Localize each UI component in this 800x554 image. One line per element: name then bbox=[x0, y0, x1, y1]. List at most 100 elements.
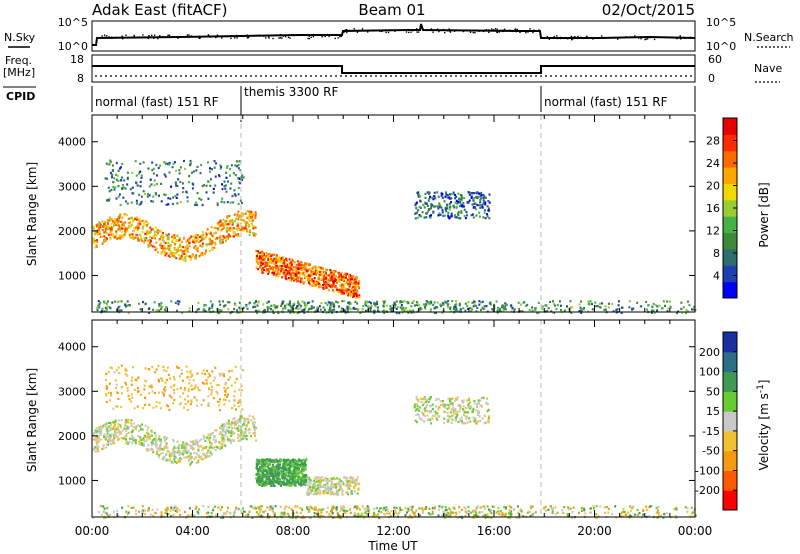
velocity-echo-cell bbox=[160, 440, 163, 443]
power-echo-cell bbox=[94, 239, 96, 242]
nsky-noise-dot bbox=[372, 29, 375, 31]
power-echo-cell bbox=[369, 309, 372, 312]
power-echo-cell bbox=[226, 235, 228, 238]
velocity-echo-cell bbox=[147, 368, 150, 371]
velocity-echo-cell bbox=[163, 390, 166, 393]
power-echo-cell bbox=[267, 272, 270, 275]
power-echo-cell bbox=[170, 185, 173, 188]
power-echo-cell bbox=[332, 283, 335, 286]
power-echo-cell bbox=[108, 233, 110, 236]
velocity-echo-cell bbox=[202, 437, 205, 440]
power-echo-cell bbox=[457, 213, 460, 216]
velocity-echo-cell bbox=[179, 460, 182, 463]
power-echo-cell bbox=[351, 282, 354, 285]
power-echo-cell bbox=[519, 310, 522, 313]
power-echo-cell bbox=[454, 201, 457, 204]
power-echo-cell bbox=[222, 224, 225, 227]
power-echo-cell bbox=[587, 300, 590, 303]
power-echo-cell bbox=[353, 287, 356, 290]
power-echo-cell bbox=[241, 225, 243, 228]
velocity-echo-cell bbox=[198, 389, 201, 392]
velocity-echo-cell bbox=[141, 443, 144, 446]
velocity-echo-cell bbox=[276, 460, 279, 463]
velocity-echo-cell bbox=[130, 425, 133, 428]
power-echo-cell bbox=[278, 264, 281, 267]
velocity-echo-cell bbox=[176, 366, 179, 369]
velocity-echo-cell bbox=[281, 476, 284, 479]
velocity-echo-cell bbox=[487, 403, 490, 406]
velocity-echo-cell bbox=[175, 461, 178, 464]
power-echo-cell bbox=[446, 203, 449, 206]
velocity-echo-cell bbox=[413, 404, 416, 407]
power-echo-cell bbox=[103, 225, 106, 228]
velocity-echo-cell bbox=[154, 436, 157, 440]
power-echo-cell bbox=[278, 256, 281, 259]
power-echo-cell bbox=[112, 233, 114, 236]
power-echo-cell bbox=[267, 258, 270, 262]
velocity-echo-cell bbox=[187, 388, 190, 391]
power-echo-cell bbox=[355, 307, 358, 310]
velocity-echo-cell bbox=[118, 433, 121, 436]
velocity-echo-cell bbox=[442, 400, 444, 403]
power-echo-cell bbox=[295, 271, 298, 274]
power-echo-cell bbox=[128, 304, 131, 307]
velocity-echo-cell bbox=[267, 478, 270, 481]
power-echo-cell bbox=[687, 300, 689, 303]
velocity-echo-cell bbox=[162, 392, 165, 395]
velocity-echo-cell bbox=[105, 443, 108, 446]
power-echo-cell bbox=[220, 224, 223, 227]
power-echo-cell bbox=[449, 307, 452, 310]
power-echo-cell bbox=[455, 195, 458, 198]
velocity-echo-cell bbox=[336, 489, 339, 492]
velocity-echo-cell bbox=[274, 476, 277, 479]
power-echo-cell bbox=[469, 310, 472, 313]
velocity-echo-cell bbox=[347, 493, 349, 496]
power-echo-cell bbox=[486, 213, 488, 216]
power-echo-cell bbox=[129, 221, 132, 224]
power-echo-cell bbox=[124, 230, 127, 233]
power-echo-cell bbox=[589, 300, 592, 303]
velocity-echo-cell bbox=[451, 418, 454, 422]
velocity-echo-cell bbox=[180, 369, 183, 372]
power-echo-cell bbox=[266, 300, 269, 303]
power-echo-cell bbox=[314, 281, 317, 284]
velocity-echo-cell bbox=[161, 456, 164, 459]
power-echo-cell bbox=[645, 300, 648, 304]
velocity-echo-cell bbox=[177, 446, 180, 449]
power-echo-cell bbox=[140, 176, 143, 179]
power-echo-cell bbox=[171, 240, 174, 243]
power-echo-cell bbox=[466, 214, 468, 217]
velocity-echo-cell bbox=[139, 436, 142, 439]
velocity-echo-cell bbox=[243, 434, 246, 437]
power-echo-cell bbox=[119, 167, 122, 170]
power-echo-cell bbox=[238, 214, 241, 217]
velocity-echo-cell bbox=[456, 411, 459, 414]
power-echo-cell bbox=[430, 203, 432, 206]
velocity-echo-cell bbox=[124, 422, 127, 425]
power-echo-cell bbox=[226, 215, 229, 218]
power-echo-cell bbox=[296, 305, 299, 308]
power-echo-cell bbox=[138, 203, 141, 206]
velocity-echo-cell bbox=[146, 429, 149, 432]
power-echo-cell bbox=[425, 303, 428, 306]
power-echo-cell bbox=[484, 203, 487, 206]
power-echo-cell bbox=[477, 196, 480, 199]
power-echo-cell bbox=[290, 267, 293, 271]
velocity-echo-cell bbox=[167, 450, 170, 453]
velocity-echo-cell bbox=[166, 446, 169, 449]
power-echo-cell bbox=[471, 308, 474, 311]
velocity-echo-cell bbox=[443, 404, 446, 407]
nsky-noise-dot bbox=[463, 29, 466, 31]
power-echo-cell bbox=[236, 213, 239, 216]
power-echo-cell bbox=[483, 305, 486, 308]
power-echo-cell bbox=[245, 224, 247, 227]
power-echo-cell bbox=[255, 300, 257, 303]
power-echo-cell bbox=[448, 196, 451, 199]
velocity-echo-cell bbox=[356, 492, 359, 495]
velocity-echo-cell bbox=[104, 425, 107, 428]
power-echo-cell bbox=[349, 289, 352, 292]
velocity-echo-cell bbox=[186, 370, 189, 373]
velocity-echo-cell bbox=[196, 461, 199, 464]
power-echo-cell bbox=[224, 184, 227, 187]
velocity-echo-cell bbox=[271, 473, 274, 476]
